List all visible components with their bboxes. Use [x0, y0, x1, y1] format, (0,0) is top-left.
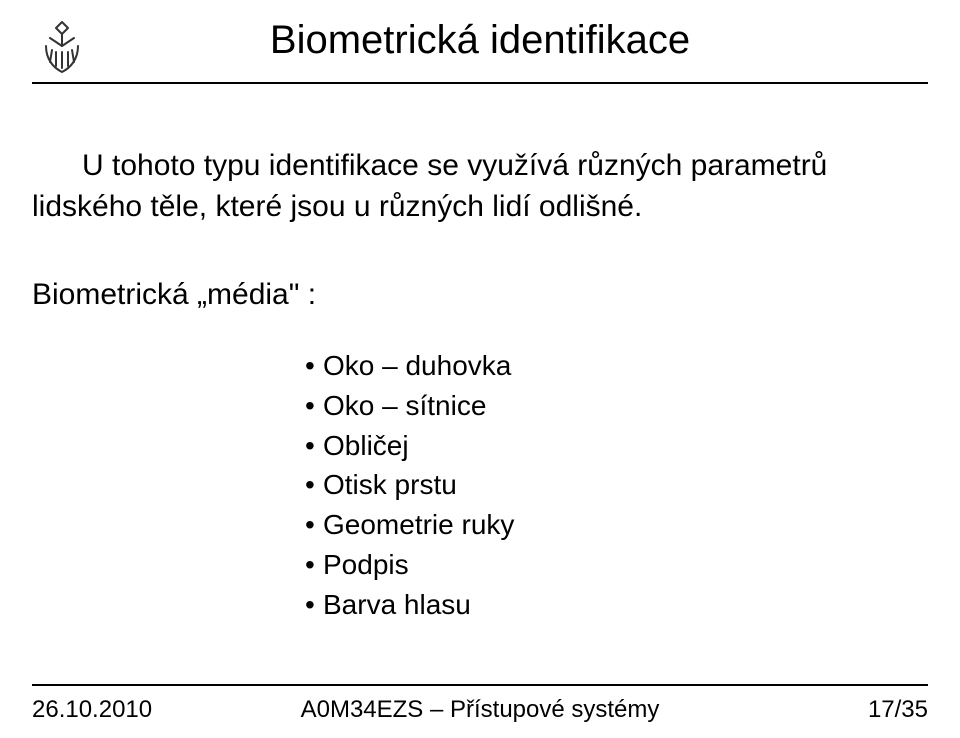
footer-page: 17/35 — [868, 696, 928, 724]
list-item-label: Oko – sítnice — [323, 390, 486, 421]
list-item-label: Barva hlasu — [323, 589, 471, 620]
list-item: •Oko – sítnice — [305, 386, 514, 426]
list-item: •Obličej — [305, 426, 514, 466]
list-item: •Barva hlasu — [305, 585, 514, 625]
slide-title: Biometrická identifikace — [0, 18, 960, 63]
divider-bottom — [32, 684, 928, 686]
footer: 26.10.2010 A0M34EZS – Přístupové systémy… — [32, 696, 928, 724]
divider-top — [32, 82, 928, 84]
footer-course: A0M34EZS – Přístupové systémy — [32, 696, 928, 724]
list-item: •Otisk prstu — [305, 465, 514, 505]
list-item-label: Podpis — [323, 549, 409, 580]
slide: Biometrická identifikace U tohoto typu i… — [0, 0, 960, 738]
list-item-label: Geometrie ruky — [323, 509, 514, 540]
list-item: •Podpis — [305, 545, 514, 585]
subheading: Biometrická „média" : — [32, 278, 316, 312]
list-item: •Geometrie ruky — [305, 505, 514, 545]
list-item-label: Otisk prstu — [323, 469, 457, 500]
list-item-label: Obličej — [323, 430, 409, 461]
footer-date: 26.10.2010 — [32, 696, 152, 724]
list-item: •Oko – duhovka — [305, 346, 514, 386]
list-item-label: Oko – duhovka — [323, 350, 511, 381]
bullet-list: •Oko – duhovka •Oko – sítnice •Obličej •… — [305, 346, 514, 624]
intro-paragraph: U tohoto typu identifikace se využívá rů… — [32, 146, 912, 227]
